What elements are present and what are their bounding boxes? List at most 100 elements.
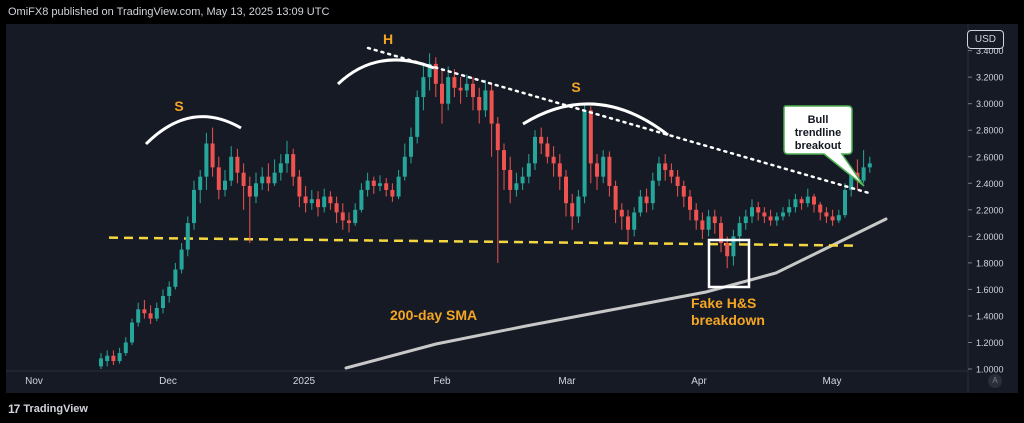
- candle-body: [526, 163, 531, 177]
- y-tick-label: 3.4000: [976, 46, 1004, 56]
- candle-body: [601, 156, 606, 177]
- breakdown-label-line-1: Fake H&S: [691, 295, 756, 311]
- candle-body: [750, 207, 754, 217]
- candle-body: [260, 176, 265, 184]
- candle-body: [551, 156, 556, 164]
- candle-body: [415, 97, 420, 137]
- candle-body: [136, 309, 141, 323]
- candle-body: [793, 199, 798, 208]
- candle-body: [787, 207, 792, 213]
- candle-body: [836, 215, 841, 221]
- candle-body: [334, 203, 339, 213]
- candle-body: [142, 309, 147, 314]
- top-bar: OmiFX8 published on TradingView.com, May…: [0, 0, 1024, 24]
- candle-body: [861, 167, 866, 181]
- candle-body: [818, 204, 823, 213]
- tradingview-logo[interactable]: 17 TradingView: [8, 402, 88, 416]
- auto-scale-button[interactable]: A: [988, 374, 1002, 388]
- breakdown-label-line-2: breakdown: [691, 312, 765, 328]
- y-tick-label: 1.8000: [976, 258, 1004, 268]
- publisher-text: OmiFX8 published on TradingView.com, May…: [8, 6, 330, 18]
- y-tick-label: 1.0000: [976, 365, 1004, 375]
- candle-body: [743, 216, 748, 224]
- candle-body: [495, 123, 500, 151]
- candle-body: [830, 216, 835, 221]
- candle-body: [781, 212, 785, 217]
- candle-body: [650, 180, 655, 204]
- x-tick-label: Apr: [691, 376, 707, 387]
- candle-body: [396, 176, 401, 197]
- candle-body: [148, 313, 153, 319]
- candle-body: [632, 212, 637, 230]
- x-tick-label: 2025: [293, 376, 316, 387]
- candle-body: [681, 185, 686, 197]
- callout-line-3: breakout: [795, 140, 842, 152]
- left-shoulder-arc: [144, 115, 242, 146]
- callout-bubble: [783, 105, 865, 187]
- candle-body: [390, 189, 395, 197]
- right-shoulder-arc: [522, 102, 669, 137]
- candle-body: [105, 355, 110, 362]
- candle-body: [694, 209, 699, 221]
- tradingview-logo-icon: 17: [8, 402, 20, 416]
- candle-body: [774, 216, 779, 221]
- y-tick-label: 2.8000: [976, 126, 1004, 136]
- candle-body: [154, 307, 159, 319]
- candle-body: [421, 77, 426, 98]
- currency-button[interactable]: USD: [966, 30, 1004, 49]
- candle-body: [365, 180, 370, 190]
- candle-body: [471, 83, 475, 98]
- y-tick-label: 2.0000: [976, 232, 1004, 242]
- candle-body: [508, 170, 513, 190]
- candle-body: [626, 216, 630, 230]
- candle-body: [278, 163, 283, 173]
- candle-body: [247, 185, 252, 197]
- footer: 17 TradingView: [0, 393, 1024, 423]
- candle-body: [111, 355, 116, 362]
- candle-body: [322, 196, 327, 208]
- candle-body: [328, 196, 333, 204]
- candle-body: [737, 223, 742, 237]
- y-tick-label: 2.6000: [976, 152, 1004, 162]
- x-tick-label: Nov: [25, 376, 43, 387]
- callout-line-2: trendline: [795, 127, 841, 139]
- y-tick-label: 1.2000: [976, 338, 1004, 348]
- trendline: [366, 46, 874, 196]
- candle-body: [427, 63, 432, 78]
- chart-area[interactable]: 3.4000 3.2000 3.0000 2.8000 2.6000 2.4000 2.20…: [6, 24, 1018, 393]
- candle-body: [359, 189, 364, 210]
- candle-body: [99, 358, 103, 367]
- tradingview-brand: TradingView: [23, 403, 88, 415]
- candle-body: [867, 163, 872, 168]
- candle-body: [303, 196, 308, 204]
- candle-body: [229, 156, 234, 181]
- x-tick-label: May: [823, 376, 842, 387]
- candle-body: [340, 212, 345, 221]
- candle-body: [663, 163, 668, 171]
- candle-body: [173, 269, 178, 287]
- candle-body: [433, 63, 438, 84]
- candle-body: [725, 242, 730, 257]
- candle-body: [446, 77, 451, 104]
- candle-body: [657, 163, 661, 181]
- y-tick-label: 3.2000: [976, 73, 1004, 83]
- candle-body: [378, 183, 382, 186]
- candle-body: [613, 185, 618, 210]
- candle-body: [502, 150, 506, 171]
- candle-body: [167, 286, 172, 297]
- candle-body: [241, 172, 246, 186]
- candle-body: [700, 220, 705, 230]
- candle-body: [688, 196, 692, 210]
- y-tick-label: 2.2000: [976, 205, 1004, 215]
- candle-body: [843, 189, 847, 216]
- candle-body: [130, 322, 134, 343]
- candle-body: [297, 176, 302, 197]
- candle-body: [285, 154, 289, 164]
- candlestick-chart[interactable]: 3.4000 3.2000 3.0000 2.8000 2.6000 2.4000 2.20…: [6, 24, 1018, 393]
- candle-body: [824, 212, 829, 217]
- candle-body: [706, 216, 711, 230]
- candle-body: [564, 176, 568, 204]
- candle-body: [489, 90, 494, 124]
- candle-body: [669, 170, 674, 177]
- candle-body: [483, 90, 488, 111]
